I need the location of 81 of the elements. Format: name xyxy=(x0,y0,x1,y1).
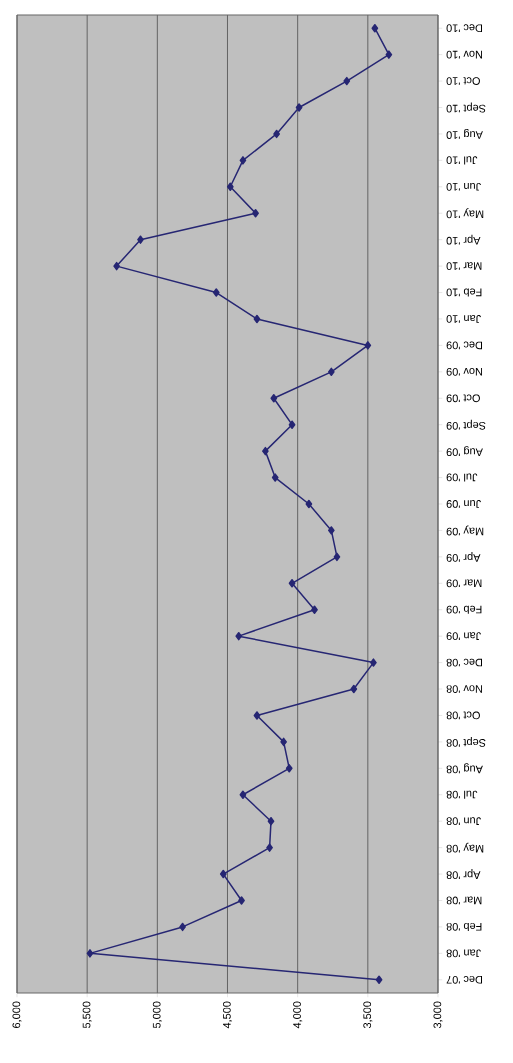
y-tick-label: May '09 xyxy=(446,525,484,536)
y-tick-label: Oct '08 xyxy=(446,711,480,720)
point xyxy=(86,949,94,958)
y-tick-label: Sept '09 xyxy=(446,419,486,430)
y-tick-label: Feb '10 xyxy=(446,288,482,297)
y-tick-label: Aug '08 xyxy=(446,763,483,774)
x-tick-label: 5,500 xyxy=(82,1001,92,1029)
y-tick-label: Apr '09 xyxy=(446,551,481,562)
point xyxy=(239,790,247,799)
y-tick-label: Sept '10 xyxy=(446,102,486,113)
x-tick-label: 3,500 xyxy=(363,1001,373,1029)
x-tick-label: 6,000 xyxy=(12,1001,22,1028)
point xyxy=(226,182,234,192)
point xyxy=(238,896,245,905)
x-tick-label: 5,000 xyxy=(152,1001,162,1029)
point xyxy=(266,843,273,852)
point xyxy=(262,446,269,456)
y-tick-label: Sept '08 xyxy=(446,736,486,747)
point xyxy=(327,526,335,535)
point xyxy=(288,420,296,429)
point xyxy=(271,473,279,482)
y-tick-label: Mar '08 xyxy=(446,896,482,905)
point xyxy=(219,869,227,879)
point xyxy=(252,209,259,218)
y-tick-label: Jun '10 xyxy=(446,182,481,191)
point xyxy=(288,579,296,588)
y-tick-label: Aug '10 xyxy=(446,128,483,139)
point xyxy=(273,129,280,139)
y-tick-label: Aug '09 xyxy=(446,446,483,457)
y-tick-label: Dec '09 xyxy=(446,341,483,350)
point xyxy=(371,23,379,33)
point xyxy=(333,552,341,562)
x-tick-label: 4,500 xyxy=(222,1001,233,1029)
point xyxy=(137,235,144,244)
point xyxy=(305,499,313,509)
y-tick-label: Nov '09 xyxy=(446,367,483,376)
y-tick-label: Jul '08 xyxy=(446,790,478,799)
y-tick-label: Jul '09 xyxy=(446,473,478,482)
y-tick-label: Dec '07 xyxy=(446,975,483,984)
y-tick-label: May '08 xyxy=(446,842,484,853)
point xyxy=(280,737,287,747)
y-tick-label: Apr '10 xyxy=(446,234,481,245)
y-tick-label: Feb '08 xyxy=(446,922,482,931)
y-tick-label: Jan '09 xyxy=(446,632,481,641)
y-tick-label: Dec '08 xyxy=(446,658,483,667)
y-tick-label: Jul '10 xyxy=(446,156,478,165)
y-tick-label: Jun '08 xyxy=(446,817,481,826)
point xyxy=(235,631,243,641)
point xyxy=(253,711,261,720)
y-tick-label: Dec '10 xyxy=(446,24,483,33)
y-tick-label: Mar '10 xyxy=(446,262,482,270)
point xyxy=(239,156,247,165)
y-tick-label: Oct '10 xyxy=(446,77,480,85)
point xyxy=(311,605,318,614)
point xyxy=(113,261,120,271)
y-tick-label: Mar '09 xyxy=(446,579,482,588)
point xyxy=(295,103,303,112)
y-tick-label: Jan '08 xyxy=(446,949,481,958)
y-tick-label: Jun '09 xyxy=(446,500,481,508)
point xyxy=(385,50,393,59)
y-tick-label: May '10 xyxy=(446,208,484,219)
y-tick-label: Jan '10 xyxy=(446,315,481,323)
point xyxy=(285,764,293,773)
point xyxy=(253,314,261,324)
y-tick-label: Nov '08 xyxy=(446,685,483,693)
point xyxy=(343,76,351,86)
point xyxy=(375,975,383,985)
point xyxy=(267,816,275,826)
point xyxy=(350,684,358,694)
point xyxy=(364,341,372,350)
x-tick-label: 3,000 xyxy=(433,1001,443,1029)
point xyxy=(270,394,278,403)
x-tick-label: 4,000 xyxy=(293,1001,303,1029)
y-tick-label: Oct '09 xyxy=(446,394,480,403)
y-tick-label: Feb '09 xyxy=(446,605,482,614)
point xyxy=(212,288,220,297)
point xyxy=(370,658,377,667)
point xyxy=(327,367,335,377)
point xyxy=(179,922,186,932)
y-tick-label: Nov '10 xyxy=(446,50,483,59)
y-tick-label: Apr '08 xyxy=(446,869,481,879)
